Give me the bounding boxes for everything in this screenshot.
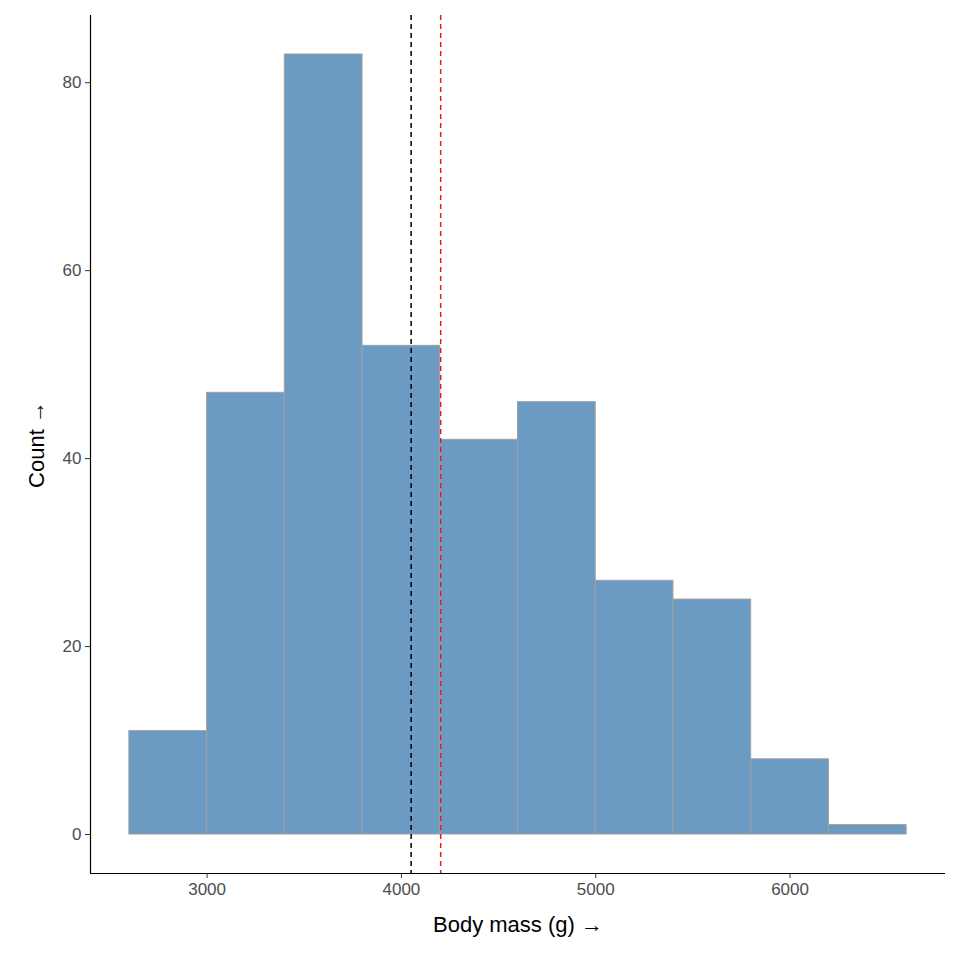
- svg-text:80: 80: [63, 73, 82, 92]
- svg-text:40: 40: [63, 449, 82, 468]
- svg-text:60: 60: [63, 261, 82, 280]
- svg-text:20: 20: [63, 637, 82, 656]
- svg-text:Count →: Count →: [24, 401, 49, 488]
- svg-text:4000: 4000: [382, 880, 420, 899]
- svg-text:6000: 6000: [771, 880, 809, 899]
- svg-text:5000: 5000: [577, 880, 615, 899]
- svg-text:3000: 3000: [188, 880, 226, 899]
- svg-text:Body mass (g) →: Body mass (g) →: [433, 912, 603, 937]
- svg-text:0: 0: [72, 825, 81, 844]
